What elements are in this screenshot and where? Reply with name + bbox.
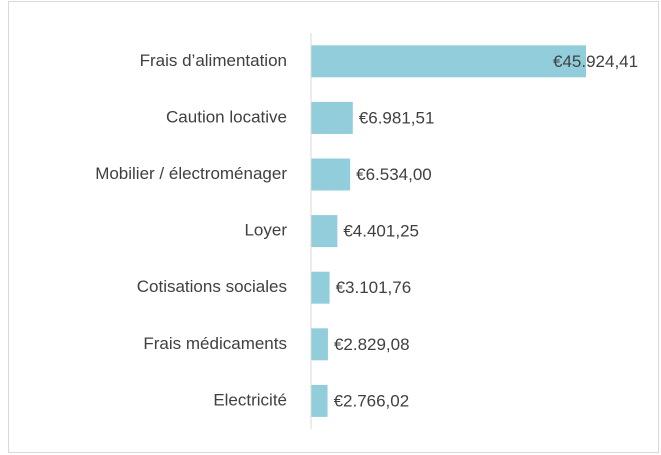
bar xyxy=(311,101,353,134)
value-label: €45.924,41 xyxy=(553,52,638,71)
category-label: Loyer xyxy=(244,221,287,240)
category-label: Frais d’alimentation xyxy=(140,51,287,70)
value-label: €2.829,08 xyxy=(334,335,410,354)
category-label: Caution locative xyxy=(166,107,287,126)
category-label: Mobilier / électroménager xyxy=(95,164,287,183)
category-label: Electricité xyxy=(213,390,287,409)
bar xyxy=(311,45,586,78)
value-label: €4.401,25 xyxy=(343,222,419,241)
value-label: €6.981,51 xyxy=(359,108,435,127)
category-label: Frais médicaments xyxy=(143,334,287,353)
bar xyxy=(311,271,330,304)
bar xyxy=(311,158,351,191)
value-label: €3.101,76 xyxy=(336,278,412,297)
value-label: €2.766,02 xyxy=(334,391,410,410)
bar xyxy=(311,328,328,361)
category-label: Cotisations sociales xyxy=(137,277,287,296)
bar xyxy=(311,215,338,248)
value-label: €6.534,00 xyxy=(356,165,432,184)
bar xyxy=(311,384,328,417)
